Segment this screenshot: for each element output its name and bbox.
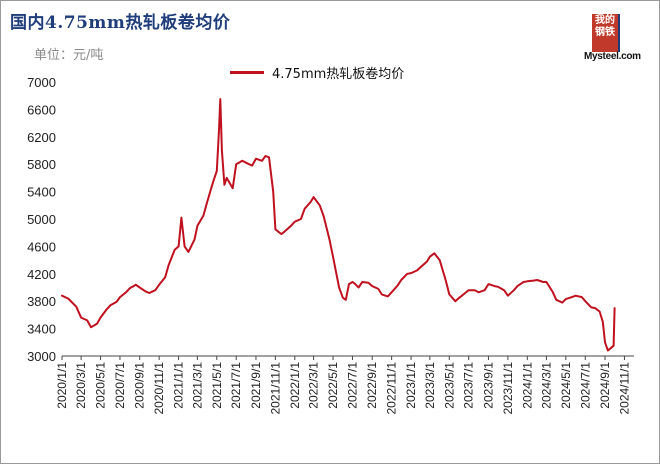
y-tick-label: 3000 [27,349,56,364]
y-tick-labels: 3000 3400 3800 4200 4600 5000 5400 5800 6200 6600… [27,75,56,364]
x-tick-label: 2023/1/1 [404,362,418,409]
x-tick-label: 2021/5/1 [210,362,224,409]
series-lines [61,98,616,352]
axes [61,355,634,360]
mysteel-logo: 我的钢铁 Mysteel.com [584,14,648,62]
x-tick-label: 2024/7/1 [578,362,592,409]
y-tick-label: 5000 [27,212,56,227]
x-tick-label: 2020/9/1 [133,362,147,409]
logo-brand: Mysteel.com [584,51,641,62]
y-tick-label: 4200 [27,267,56,282]
x-tick-label: 2024/3/1 [539,362,553,409]
x-tick-label: 2021/9/1 [249,362,263,409]
x-tick-label: 2020/3/1 [74,362,88,409]
y-tick-label: 6600 [27,102,56,117]
x-tick-label: 2022/11/1 [385,362,399,415]
y-tick-label: 3400 [27,322,56,337]
x-tick-label: 2024/9/1 [598,362,612,409]
x-tick-label: 2022/3/1 [307,362,321,409]
x-tick-label: 2023/5/1 [442,362,456,409]
x-tick-label: 2023/3/1 [423,362,437,409]
x-tick-labels: 2020/1/1 2020/3/1 2020/5/1 2020/7/1 2020/9/1… [55,362,631,415]
legend: 4.75mm热轧板卷均价 [230,63,404,82]
x-tick-label: 2020/1/1 [55,362,69,409]
x-tick-label: 2023/9/1 [481,362,495,409]
x-tick-label: 2021/3/1 [190,362,204,409]
y-tick-label: 3800 [27,294,56,309]
x-tick-label: 2022/1/1 [288,362,302,409]
unit-label: 单位：元/吨 [34,48,104,63]
x-tick-label: 2022/9/1 [365,362,379,409]
x-tick-label: 2021/7/1 [229,362,243,409]
x-tick-label: 2020/11/1 [152,362,166,415]
logo-mark: 我的钢铁 [592,14,618,52]
x-tick-label: 2024/1/1 [520,362,534,409]
x-tick-label: 2023/11/1 [501,362,515,415]
legend-label: 4.75mm热轧板卷均价 [272,67,405,82]
x-tick-label: 2021/1/1 [172,362,186,409]
x-tick-label: 2021/11/1 [268,362,282,415]
x-tick-label: 2024/5/1 [559,362,573,409]
x-tick-label: 2024/11/1 [617,362,631,415]
x-tick-label: 2023/7/1 [462,362,476,409]
chart-title: 国内4.75mm热轧板卷均价 [10,13,231,33]
y-tick-label: 4600 [27,239,56,254]
y-tick-label: 6200 [27,130,56,145]
x-tick-label: 2020/7/1 [113,362,127,409]
x-tick-label: 2022/7/1 [345,362,359,409]
y-tick-label: 5400 [27,185,56,200]
series-line [61,98,616,352]
logo-bar [618,14,620,52]
y-tick-label: 7000 [27,75,56,90]
legend-swatch [230,71,264,74]
x-tick-label: 2022/5/1 [326,362,340,409]
x-tick-label: 2020/5/1 [94,362,108,409]
y-tick-label: 5800 [27,157,56,172]
